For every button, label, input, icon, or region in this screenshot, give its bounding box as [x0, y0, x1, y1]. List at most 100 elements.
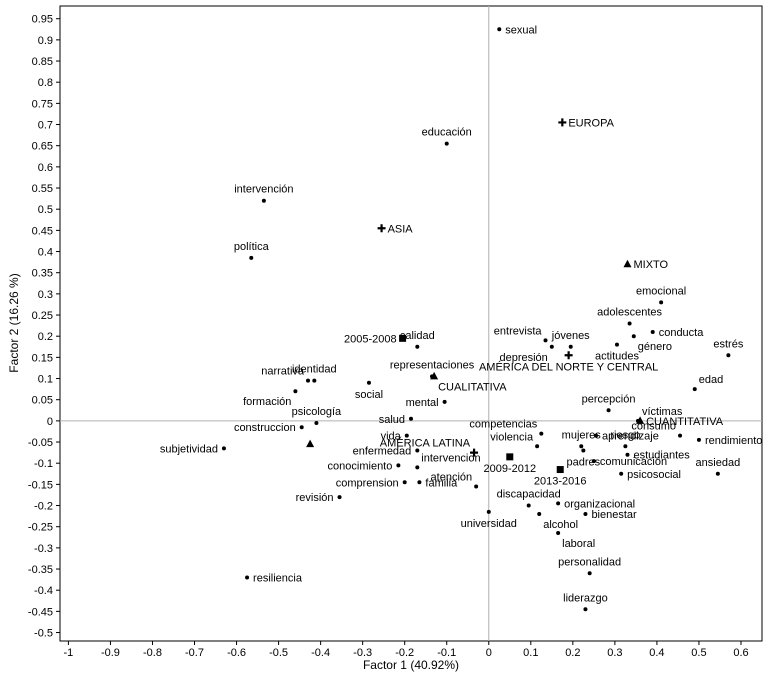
- point-marker: [581, 448, 586, 453]
- plus-marker: [377, 224, 386, 233]
- y-tick-label: 0.35: [32, 268, 53, 280]
- point-label: actitudes: [595, 351, 640, 363]
- point-label: representaciones: [390, 359, 475, 371]
- data-point: narrativa: [261, 366, 311, 383]
- data-point: estrés: [713, 338, 744, 358]
- data-point: padres: [567, 448, 601, 469]
- point-marker: [606, 408, 611, 413]
- x-tick-label: 0.3: [607, 647, 622, 659]
- point-label: jóvenes: [551, 330, 590, 342]
- point-marker: [696, 437, 701, 442]
- point-marker: [627, 321, 632, 326]
- point-marker: [659, 300, 664, 305]
- point-marker: [587, 571, 592, 576]
- point-label: rendimiento: [705, 435, 762, 447]
- point-label: percepción: [582, 393, 636, 405]
- point-label: consumo: [631, 421, 676, 433]
- point-marker: [245, 575, 250, 580]
- x-tick-label: 0.1: [523, 647, 538, 659]
- y-tick-label: 0.2: [38, 331, 53, 343]
- point-label: organizacional: [564, 498, 635, 510]
- point-label: mujeres: [562, 429, 602, 441]
- point-marker: [474, 484, 479, 489]
- y-tick-label: 0.8: [38, 77, 53, 89]
- point-marker: [417, 480, 422, 485]
- x-tick-label: -0.3: [353, 647, 372, 659]
- x-tick-label: -0.2: [395, 647, 414, 659]
- data-point: alcohol: [537, 512, 578, 531]
- point-label: calidad: [400, 330, 435, 342]
- point-marker: [314, 420, 319, 425]
- triangle-marker: [623, 259, 632, 268]
- y-tick-label: 0.25: [32, 310, 53, 322]
- x-tick-label: -0.8: [143, 647, 162, 659]
- triangle-marker: [636, 416, 645, 424]
- point-label: competencias: [469, 419, 537, 431]
- point-label: ansiedad: [696, 457, 741, 469]
- data-point: salud: [379, 414, 413, 426]
- point-marker: [444, 141, 449, 146]
- point-marker: [543, 338, 548, 343]
- reference-lines: [60, 6, 762, 641]
- point-label: 2009-2012: [483, 463, 536, 475]
- data-point: entrevista: [494, 325, 548, 343]
- point-label: AMÉRICA DEL NORTE Y CENTRAL: [479, 360, 658, 373]
- point-marker: [678, 433, 683, 438]
- data-point: personalidad: [558, 556, 621, 576]
- point-marker: [579, 444, 584, 449]
- point-marker: [366, 380, 371, 385]
- data-point: revisión: [296, 492, 342, 504]
- point-marker: [404, 433, 409, 438]
- data-point: AMÉRICA DEL NORTE Y CENTRAL: [479, 351, 658, 373]
- point-label: CUANTITATIVA: [646, 416, 724, 428]
- data-point: rendimiento: [696, 435, 762, 447]
- point-marker: [261, 198, 266, 203]
- plot-frame: [59, 5, 763, 642]
- data-point: laboral: [556, 531, 595, 550]
- point-label: edad: [699, 374, 723, 386]
- data-point: comunicación: [591, 456, 667, 468]
- data-point: 2009-2012: [483, 453, 536, 475]
- data-point: resiliencia: [245, 573, 303, 585]
- plus-marker: [470, 448, 479, 457]
- point-label: universidad: [461, 518, 517, 530]
- point-label: laboral: [562, 538, 595, 550]
- point-label: psicología: [292, 406, 342, 418]
- data-point: intervención: [234, 184, 294, 203]
- y-tick-label: 0.75: [32, 98, 53, 110]
- y-tick-label: 0.45: [32, 225, 53, 237]
- data-point: psicología: [292, 406, 342, 425]
- y-tick-label: -0.15: [28, 479, 53, 491]
- point-marker: [593, 433, 598, 438]
- point-marker: [535, 444, 540, 449]
- square-marker: [556, 466, 564, 474]
- plus-marker: [558, 118, 567, 127]
- data-point: consumo: [631, 421, 683, 438]
- x-tick-label: -0.7: [185, 647, 204, 659]
- y-tick-label: -0.05: [28, 437, 53, 449]
- data-point: educación: [422, 127, 472, 146]
- point-marker: [692, 387, 697, 392]
- data-point: actitudes: [595, 342, 640, 363]
- point-label: 2013-2016: [534, 476, 587, 488]
- point-label: entrevista: [494, 325, 543, 337]
- point-marker: [337, 495, 342, 500]
- data-points: sexual EUROPA educación intervención ASIA pol…: [160, 24, 762, 612]
- data-point: depresión: [499, 344, 554, 364]
- point-marker: [396, 463, 401, 468]
- plus-marker: [564, 351, 573, 360]
- point-label: narrativa: [261, 366, 305, 378]
- y-tick-label: -0.2: [34, 501, 53, 513]
- point-label: MIXTO: [633, 259, 668, 271]
- point-label: ASIA: [388, 223, 414, 235]
- x-tick-label: 0.6: [733, 647, 748, 659]
- point-label: depresión: [499, 352, 547, 364]
- point-label: mental: [406, 397, 439, 409]
- y-tick-label: 0.1: [38, 374, 53, 386]
- point-label: identidad: [292, 364, 337, 376]
- x-tick-label: -1: [64, 647, 74, 659]
- point-label: CUALITATIVA: [438, 381, 507, 393]
- data-point: EUROPA: [558, 117, 615, 129]
- point-marker: [415, 344, 420, 349]
- data-point: social: [355, 380, 383, 401]
